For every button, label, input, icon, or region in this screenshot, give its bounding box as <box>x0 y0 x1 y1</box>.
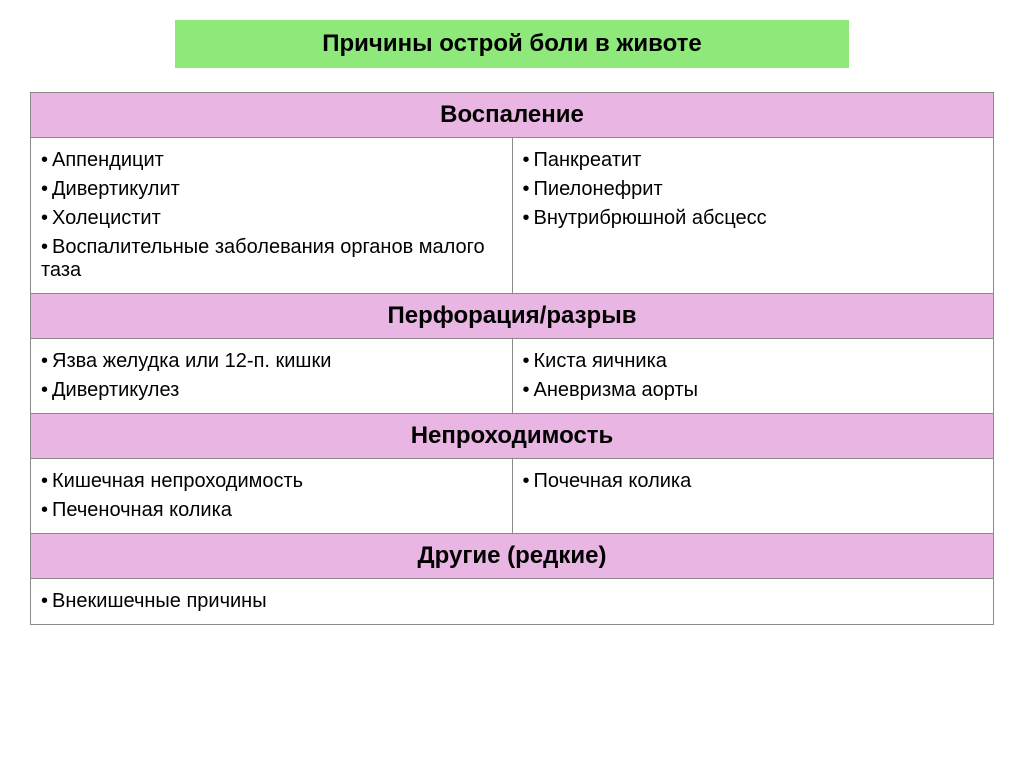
list-item: Холецистит <box>41 204 502 233</box>
list-item: Дивертикулит <box>41 175 502 204</box>
item-list: Язва желудка или 12-п. кишкиДивертикулез <box>41 347 502 405</box>
list-item: Почечная колика <box>523 467 984 496</box>
section-header: Другие (редкие) <box>31 534 994 579</box>
section-content-right: Почечная колика <box>512 459 994 534</box>
list-item: Печеночная колика <box>41 496 502 525</box>
item-list: ПанкреатитПиелонефритВнутрибрюшной абсце… <box>523 146 984 233</box>
item-list: Внекишечные причины <box>41 587 983 616</box>
causes-table: Воспаление АппендицитДивертикулитХолецист… <box>30 92 994 625</box>
list-item: Дивертикулез <box>41 376 502 405</box>
list-item: Внекишечные причины <box>41 587 983 616</box>
section-content-left: Кишечная непроходимостьПеченочная колика <box>31 459 513 534</box>
section-header: Непроходимость <box>31 414 994 459</box>
item-list: АппендицитДивертикулитХолециститВоспалит… <box>41 146 502 285</box>
section-content-right: ПанкреатитПиелонефритВнутрибрюшной абсце… <box>512 138 994 294</box>
section-content-full: Внекишечные причины <box>31 579 994 625</box>
list-item: Кишечная непроходимость <box>41 467 502 496</box>
list-item: Воспалительные заболевания органов малог… <box>41 233 502 285</box>
list-item: Киста яичника <box>523 347 984 376</box>
list-item: Внутрибрюшной абсцесс <box>523 204 984 233</box>
item-list: Киста яичникаАневризма аорты <box>523 347 984 405</box>
section-content-left: Язва желудка или 12-п. кишкиДивертикулез <box>31 339 513 414</box>
page-title: Причины острой боли в животе <box>175 20 850 68</box>
list-item: Панкреатит <box>523 146 984 175</box>
list-item: Аневризма аорты <box>523 376 984 405</box>
item-list: Почечная колика <box>523 467 984 496</box>
item-list: Кишечная непроходимостьПеченочная колика <box>41 467 502 525</box>
list-item: Пиелонефрит <box>523 175 984 204</box>
section-header: Воспаление <box>31 93 994 138</box>
list-item: Язва желудка или 12-п. кишки <box>41 347 502 376</box>
section-content-right: Киста яичникаАневризма аорты <box>512 339 994 414</box>
list-item: Аппендицит <box>41 146 502 175</box>
section-header: Перфорация/разрыв <box>31 294 994 339</box>
section-content-left: АппендицитДивертикулитХолециститВоспалит… <box>31 138 513 294</box>
